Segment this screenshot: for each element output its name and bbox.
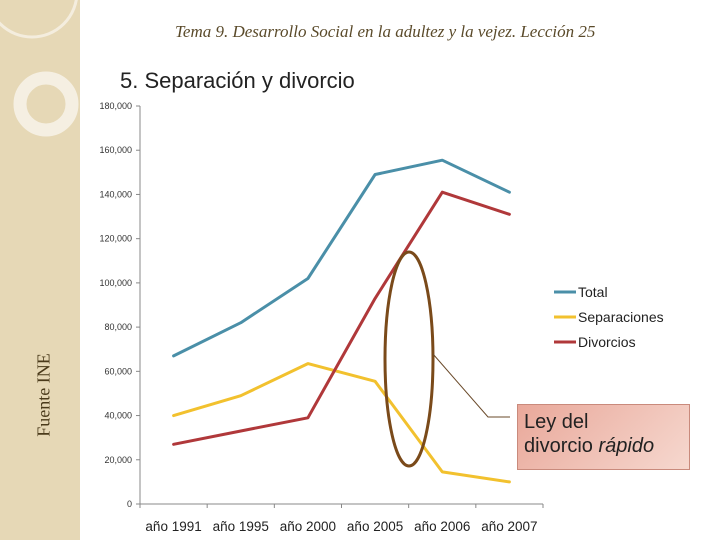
callout-line-1: Ley del (524, 411, 589, 433)
x-tick-label: año 2005 (347, 519, 403, 534)
x-tick-label: año 2000 (280, 519, 336, 534)
callout-emphasis: rápido (598, 435, 655, 457)
highlight-ellipse (383, 250, 435, 468)
x-tick-label: año 1995 (213, 519, 269, 534)
decor-ring (13, 71, 79, 137)
y-tick-label: 80,000 (104, 322, 132, 332)
callout-leader-line (432, 353, 510, 418)
y-tick-label: 160,000 (99, 145, 132, 155)
series-line-total (172, 158, 511, 358)
y-tick-label: 140,000 (99, 189, 132, 199)
legend-label: Separaciones (578, 309, 664, 325)
legend-label: Divorcios (578, 334, 636, 350)
axes (139, 106, 543, 505)
y-tick-label: 100,000 (99, 278, 132, 288)
y-tick-label: 60,000 (104, 366, 132, 376)
slide-title: 5. Separación y divorcio (120, 68, 355, 93)
slide-header: Tema 9. Desarrollo Social en la adultez … (175, 22, 596, 41)
series-line-divorcios (172, 190, 511, 446)
decorative-circles (0, 0, 79, 137)
series-lines (172, 158, 511, 484)
callout-line-2: divorcio rápido (524, 434, 683, 458)
y-tick-label: 180,000 (99, 101, 132, 111)
x-tick-label: año 1991 (145, 519, 201, 534)
legend: Total Separaciones Divorcios (554, 284, 664, 350)
annotation (383, 250, 510, 468)
callout-box: Ley del divorcio rápido (517, 404, 690, 470)
callout-text: divorcio (524, 435, 599, 457)
y-axis-ticks: 0 20,000 40,000 60,000 80,000 100,000 120,000 1… (99, 101, 140, 509)
y-tick-label: 40,000 (104, 411, 132, 421)
y-tick-label: 120,000 (99, 234, 132, 244)
legend-label: Total (578, 284, 608, 300)
x-tick-label: año 2007 (481, 519, 537, 534)
x-axis-labels: año 1991 año 1995 año 2000 año 2005 año 2006… (139, 504, 544, 534)
series-line-separaciones (172, 362, 511, 484)
x-tick-label: año 2006 (414, 519, 470, 534)
y-tick-label: 20,000 (104, 455, 132, 465)
y-tick-label: 0 (127, 499, 132, 509)
decor-circle (0, 0, 78, 39)
